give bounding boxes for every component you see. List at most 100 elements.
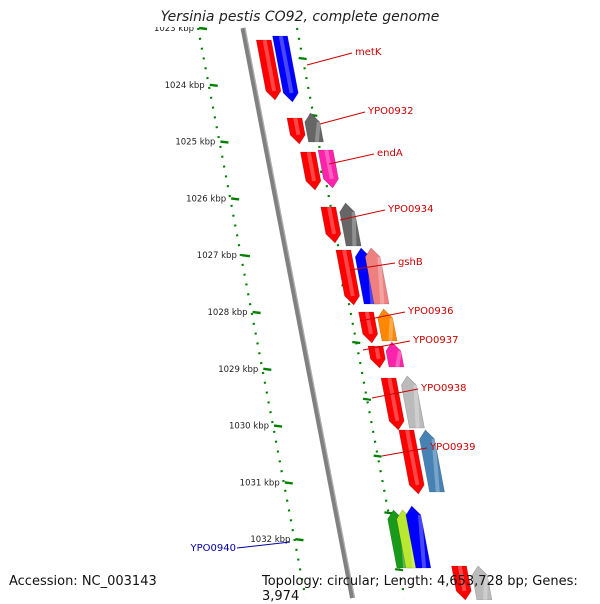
gene-arrow-shade — [351, 211, 357, 247]
kbp-tick-mark — [198, 26, 208, 31]
right-track-tick — [352, 340, 361, 345]
gene-arrow — [405, 505, 432, 569]
right-dotted-track — [295, 27, 406, 599]
gene-label-leader — [362, 340, 411, 351]
kbp-tick-mark — [209, 83, 218, 87]
kbp-tick-label: 1025 kbp — [175, 138, 215, 148]
gene-arrow-shade — [324, 149, 334, 180]
gene-arrow — [385, 341, 405, 368]
gene-arrow — [358, 311, 379, 344]
gene-arrow — [320, 206, 342, 244]
kbp-tick-label: 1029 kbp — [218, 365, 258, 375]
kbp-tick-mark — [263, 367, 272, 371]
gene-layer — [255, 35, 493, 600]
gene-arrow-shade — [395, 350, 402, 368]
gene-arrow — [272, 35, 299, 103]
tick-layer: 1023 kbp 1024 kbp 1025 kbp 1026 kbp 1027 kbp… — [154, 24, 406, 599]
gene-label-leader — [328, 153, 375, 165]
kbp-tick-mark — [284, 481, 293, 485]
gene-arrow-shade — [483, 574, 489, 600]
gene-arrow-shade — [405, 429, 420, 486]
gene-label-leader — [319, 111, 366, 125]
kbp-tick-label: 1023 kbp — [154, 24, 194, 34]
gene-label: YPO0932 — [367, 106, 413, 117]
gene-arrow-shade — [364, 311, 373, 335]
gene-arrow — [339, 202, 362, 247]
gene-arrow — [451, 565, 472, 600]
left-dotted-track — [196, 27, 307, 599]
gene-arrow-shade — [374, 345, 381, 360]
gene-arrow-shade — [413, 384, 420, 429]
gene-label: YPO0938 — [420, 383, 466, 394]
gene-arrow — [380, 377, 405, 431]
gene-arrow-shade — [306, 151, 317, 182]
gene-arrow — [419, 429, 445, 493]
gene-arrow — [335, 249, 360, 306]
gene-arrow — [317, 149, 339, 189]
gene-label-leader — [359, 311, 406, 322]
right-track-tick — [394, 568, 404, 572]
gene-arrow-shade — [293, 117, 301, 136]
gene-arrow-shade — [377, 256, 385, 305]
gene-label: YPO0934 — [387, 204, 433, 215]
gene-arrow — [398, 429, 425, 495]
gene-label-leader — [236, 541, 291, 549]
gene-arrow-shade — [431, 438, 440, 493]
gene-label-leader — [306, 52, 353, 66]
gene-arrow — [377, 308, 398, 342]
gene-arrow-shade — [342, 249, 355, 297]
gene-label-leader — [371, 388, 419, 399]
gene-arrow — [471, 565, 493, 600]
kbp-tick-label: 1032 kbp — [250, 535, 290, 545]
gene-label-leader — [381, 447, 428, 457]
gene-arrow — [367, 345, 386, 369]
gene-arrow — [255, 39, 282, 101]
gene-arrow-shade — [262, 39, 277, 92]
gene-label: YPO0940 — [190, 543, 236, 554]
gene-arrow-shade — [314, 121, 321, 143]
gene-label: gshB — [398, 257, 423, 268]
right-track-tick — [384, 511, 393, 515]
backbone-line — [240, 27, 356, 599]
kbp-tick-mark — [295, 538, 304, 542]
backbone-layer — [240, 27, 356, 599]
gene-arrow-shade — [388, 317, 394, 342]
kbp-tick-mark — [273, 424, 283, 428]
right-track-tick — [298, 56, 307, 61]
gene-label: YPO0936 — [407, 306, 453, 317]
gene-label: YPO0937 — [412, 335, 458, 346]
gene-arrow — [304, 112, 324, 143]
gene-arrow — [300, 151, 322, 191]
gene-label: metK — [355, 47, 382, 58]
kbp-tick-label: 1030 kbp — [229, 422, 269, 432]
gene-arrow — [364, 247, 390, 305]
genome-title: Yersinia pestis CO92, complete genome — [160, 9, 440, 25]
gene-label-leader — [349, 262, 396, 271]
gene-label: endA — [377, 148, 403, 159]
right-track-tick — [373, 454, 382, 458]
right-track-tick — [362, 397, 372, 401]
kbp-tick-mark — [220, 140, 229, 144]
gene-arrow — [286, 117, 306, 145]
kbp-tick-mark — [252, 310, 261, 315]
kbp-tick-mark — [241, 254, 251, 258]
gene-arrow-shade — [417, 514, 427, 569]
kbp-tick-label: 1024 kbp — [165, 81, 205, 91]
backbone-highlight — [244, 27, 356, 599]
accession-text: Accession: NC_003143 — [9, 574, 157, 589]
gene-arrow — [401, 375, 425, 429]
kbp-tick-label: 1027 kbp — [197, 251, 237, 261]
kbp-tick-label: 1028 kbp — [208, 308, 248, 318]
title-mask — [0, 0, 600, 27]
gene-arrow-shade — [457, 565, 467, 592]
kbp-tick-label: 1026 kbp — [186, 194, 226, 204]
kbp-tick-label: 1031 kbp — [240, 478, 280, 488]
gene-arrow-shade — [278, 35, 294, 94]
gene-label-layer: metK YPO0932 endA YPO0934 gshB YPO0936 YPO0937… — [0, 0, 600, 554]
kbp-tick-mark — [231, 197, 240, 201]
gene-arrow-shade — [387, 377, 400, 422]
gene-arrow-shade — [327, 206, 337, 235]
gene-label: YPO0939 — [429, 442, 475, 453]
gene-label-leader — [339, 209, 386, 221]
